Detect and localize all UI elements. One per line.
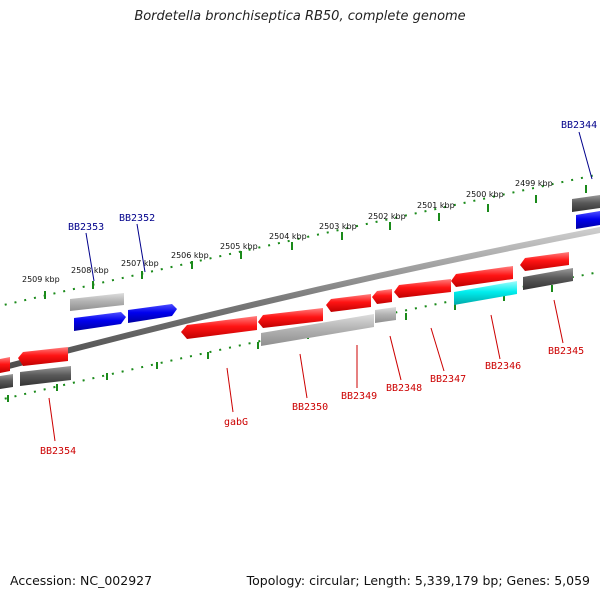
gene-feature[interactable] — [0, 357, 10, 373]
gene-label[interactable]: BB2345 — [548, 346, 584, 357]
tick-label: 2501 kbp — [417, 201, 455, 210]
gene-feature[interactable] — [0, 374, 13, 389]
gene-feature[interactable] — [70, 293, 124, 311]
gene-feature[interactable] — [258, 308, 323, 328]
accession-text: Accession: NC_002927 — [10, 573, 153, 588]
tick-label: 2508 kbp — [71, 266, 109, 275]
tick-label: 2507 kbp — [121, 259, 159, 268]
gene-feature[interactable] — [74, 312, 126, 331]
genome-backbone — [0, 226, 600, 372]
gene-feature[interactable] — [128, 304, 177, 323]
gene-feature[interactable] — [375, 307, 396, 323]
tick-labels: 2509 kbp 2508 kbp 2507 kbp 2506 kbp 2505… — [22, 179, 553, 284]
gene-label[interactable]: BB2344 — [561, 120, 597, 131]
gene-label[interactable]: BB2348 — [386, 383, 422, 394]
label-leaders — [48, 131, 593, 442]
tick-label: 2503 kbp — [319, 222, 357, 231]
gene-feature[interactable] — [576, 211, 600, 229]
tick-label: 2499 kbp — [515, 179, 553, 188]
gene-feature[interactable] — [572, 195, 600, 212]
tick-label: 2505 kbp — [220, 242, 258, 251]
tick-label: 2506 kbp — [171, 251, 209, 260]
gene-feature[interactable] — [394, 279, 451, 298]
gene-label[interactable]: BB2347 — [430, 374, 466, 385]
tick-label: 2500 kbp — [466, 190, 504, 199]
gene-feature[interactable] — [523, 268, 573, 290]
gene-label[interactable]: BB2354 — [40, 446, 76, 457]
outer-gene-row — [70, 195, 600, 331]
gene-feature[interactable] — [18, 347, 68, 366]
gene-label[interactable]: BB2350 — [292, 402, 328, 413]
gene-label[interactable]: BB2353 — [68, 222, 104, 233]
gene-feature[interactable] — [326, 294, 371, 312]
tick-label: 2502 kbp — [368, 212, 406, 221]
gene-label[interactable]: BB2346 — [485, 361, 521, 372]
inner-gene-row — [0, 252, 573, 389]
gene-feature[interactable] — [181, 316, 257, 339]
gene-label[interactable]: gabG — [224, 417, 248, 428]
gene-label[interactable]: BB2352 — [119, 213, 155, 224]
gene-feature[interactable] — [372, 289, 392, 304]
gene-labels: BB2344 BB2353 BB2352 BB2345 BB2346 BB234… — [40, 120, 597, 457]
genome-title: Bordetella bronchiseptica RB50, complete… — [134, 9, 466, 24]
gene-feature[interactable] — [454, 281, 517, 305]
tick-label: 2509 kbp — [22, 275, 60, 284]
outer-tick-ring — [0, 173, 600, 307]
outer-major-ticks — [44, 185, 587, 299]
gene-feature[interactable] — [451, 266, 513, 287]
genome-summary-text: Topology: circular; Length: 5,339,179 bp… — [246, 573, 590, 588]
gene-feature[interactable] — [520, 252, 569, 271]
gene-label[interactable]: BB2349 — [341, 391, 377, 402]
tick-label: 2504 kbp — [269, 232, 307, 241]
gene-feature[interactable] — [20, 366, 71, 386]
gene-feature[interactable] — [261, 314, 374, 346]
